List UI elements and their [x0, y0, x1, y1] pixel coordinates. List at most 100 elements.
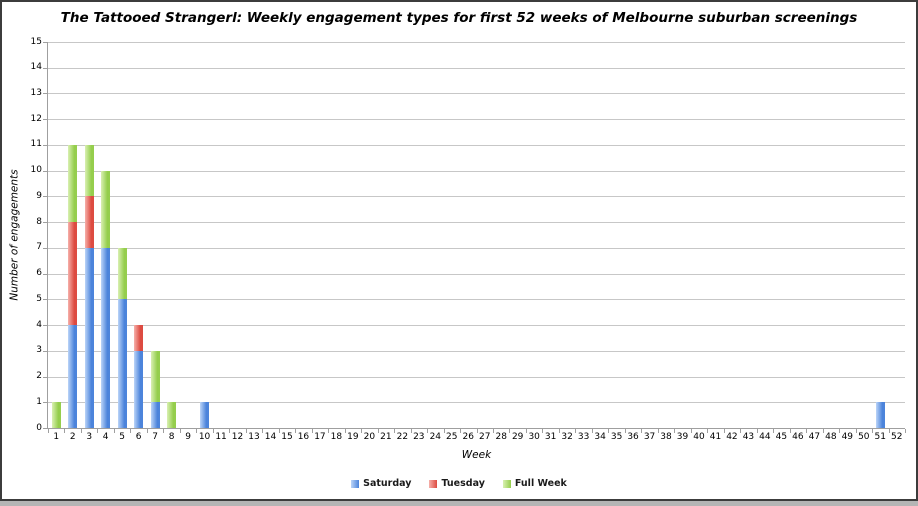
y-axis-title-text: Number of engagements: [9, 169, 21, 301]
bar-segment-full-week[interactable]: [150, 350, 160, 403]
x-tick-label: 22: [396, 432, 409, 442]
x-axis-tick: [773, 429, 775, 433]
bar-segment-full-week[interactable]: [68, 144, 78, 223]
y-tick-label: 13: [30, 87, 42, 98]
gridline: [48, 402, 905, 404]
gridline: [48, 325, 905, 327]
bar-segment-tuesday[interactable]: [68, 222, 78, 326]
x-axis-tick: [542, 429, 544, 433]
y-tick-label: 15: [30, 36, 42, 47]
x-tick-label: 36: [627, 432, 639, 442]
x-axis-tick: [476, 429, 478, 433]
gridline: [48, 376, 905, 378]
x-tick-label: 23: [413, 432, 425, 442]
x-tick-label: 45: [775, 432, 788, 442]
bar-segment-saturday[interactable]: [134, 350, 144, 428]
y-tick-label: 0: [36, 422, 42, 433]
x-axis-tick: [278, 429, 280, 433]
x-axis-line: [47, 428, 905, 429]
bar-segment-full-week[interactable]: [117, 247, 127, 300]
x-axis-tick: [48, 429, 49, 433]
x-tick-label: 5: [119, 432, 126, 442]
x-tick-label: 6: [135, 432, 142, 442]
x-tick-label: 39: [676, 432, 689, 442]
x-tick-label: 47: [808, 432, 821, 442]
x-tick-label: 12: [231, 432, 244, 442]
y-tick-label: 3: [36, 345, 42, 356]
x-tick-label: 24: [429, 432, 442, 442]
y-axis-tick: [43, 170, 48, 172]
y-tick-label: 10: [30, 165, 42, 176]
bar-segment-full-week[interactable]: [84, 144, 94, 197]
x-axis-tick: [657, 429, 659, 433]
y-tick-label: 1: [36, 396, 42, 407]
x-axis-tick: [492, 429, 494, 433]
bar-segment-saturday[interactable]: [875, 402, 885, 428]
y-axis-tick: [43, 119, 48, 121]
x-axis-tick: [789, 429, 791, 433]
x-axis-tick: [674, 429, 676, 433]
y-axis-tick: [43, 325, 48, 327]
bar-segment-saturday[interactable]: [84, 247, 94, 428]
y-tick-label: 8: [36, 216, 42, 227]
y-axis-tick: [43, 376, 48, 378]
x-tick-label: 35: [610, 432, 623, 442]
bar-segment-saturday[interactable]: [200, 402, 210, 428]
y-axis-tick: [43, 350, 48, 352]
x-axis-tick: [179, 429, 181, 433]
y-axis-tick: [43, 402, 48, 404]
bar-segment-saturday[interactable]: [68, 325, 78, 428]
x-tick-label: 25: [446, 432, 458, 442]
bar-segment-tuesday[interactable]: [84, 196, 94, 248]
bar-segment-saturday[interactable]: [117, 299, 127, 428]
x-tick-label: 38: [660, 432, 672, 442]
x-axis-tick: [525, 429, 527, 433]
x-tick-label: 30: [528, 432, 540, 442]
x-tick-label: 40: [693, 432, 705, 442]
x-axis-tick: [262, 429, 264, 433]
bar-segment-full-week[interactable]: [167, 402, 177, 428]
y-axis-tick: [43, 273, 48, 275]
legend-item-saturday[interactable]: Saturday: [351, 478, 411, 489]
bar-segment-saturday[interactable]: [101, 247, 111, 428]
x-tick-label: 14: [264, 432, 277, 442]
x-tick-label: 41: [709, 432, 722, 442]
y-axis-tick: [43, 299, 48, 301]
x-tick-label: 46: [792, 432, 804, 442]
bar-segment-full-week[interactable]: [51, 402, 61, 428]
x-axis-tick: [756, 429, 758, 433]
y-tick-label: 7: [36, 242, 42, 253]
legend-item-tuesday[interactable]: Tuesday: [429, 478, 485, 489]
x-axis-tick: [690, 429, 692, 433]
x-axis-tick: [410, 429, 412, 433]
bar-segment-saturday[interactable]: [150, 402, 160, 428]
gridline: [48, 119, 905, 121]
legend-key-swatch: [502, 479, 511, 488]
x-tick-label: 15: [281, 432, 293, 442]
x-axis-tick: [328, 429, 330, 433]
bar-segment-full-week[interactable]: [101, 170, 111, 248]
x-axis-tick: [64, 429, 66, 433]
gridline: [48, 299, 905, 301]
x-tick-label: 10: [198, 432, 211, 442]
x-axis-tick: [113, 429, 115, 433]
bar-segment-tuesday[interactable]: [134, 325, 144, 351]
x-axis-tick: [212, 429, 214, 433]
y-tick-label: 9: [36, 190, 42, 201]
x-tick-label: 28: [495, 432, 507, 442]
x-tick-label: 7: [152, 432, 158, 442]
x-tick-label: 44: [759, 432, 771, 442]
legend-item-full-week[interactable]: Full Week: [502, 478, 567, 489]
x-axis-tick: [872, 429, 874, 433]
x-tick-label: 19: [347, 432, 359, 442]
gridline: [48, 144, 905, 146]
x-tick-label: 49: [841, 432, 854, 442]
x-tick-label: 13: [248, 432, 260, 442]
x-tick-label: 42: [726, 432, 738, 442]
x-axis-tick: [575, 429, 577, 433]
y-axis-line: [47, 42, 48, 429]
y-axis-tick: [43, 144, 48, 146]
x-axis-tick: [460, 429, 462, 433]
x-axis-tick: [723, 429, 725, 433]
